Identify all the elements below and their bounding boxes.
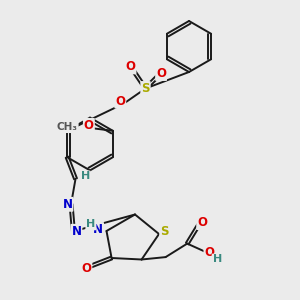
Text: N: N: [93, 223, 103, 236]
Text: S: S: [141, 82, 150, 95]
Text: O: O: [81, 262, 92, 275]
Text: O: O: [204, 245, 214, 259]
Text: O: O: [84, 119, 94, 132]
Text: N: N: [71, 225, 81, 238]
Text: O: O: [115, 94, 125, 108]
Text: O: O: [156, 67, 166, 80]
Text: H: H: [80, 171, 90, 182]
Text: H: H: [213, 254, 222, 265]
Text: N: N: [62, 198, 72, 211]
Text: S: S: [160, 225, 169, 238]
Text: O: O: [125, 60, 136, 74]
Text: H: H: [86, 219, 95, 230]
Text: CH₃: CH₃: [57, 122, 78, 132]
Text: O: O: [197, 216, 207, 229]
